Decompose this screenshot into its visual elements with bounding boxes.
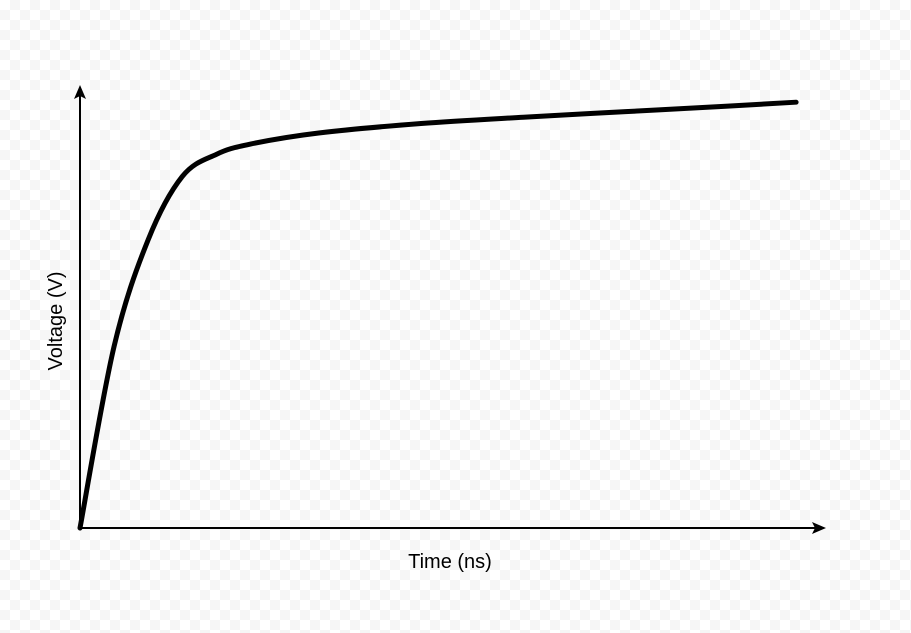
x-axis-label: Time (ns) (408, 551, 492, 573)
series-layer (77, 99, 799, 531)
series-line-0 (77, 99, 799, 531)
y-axis-label: Voltage (V) (45, 272, 67, 371)
